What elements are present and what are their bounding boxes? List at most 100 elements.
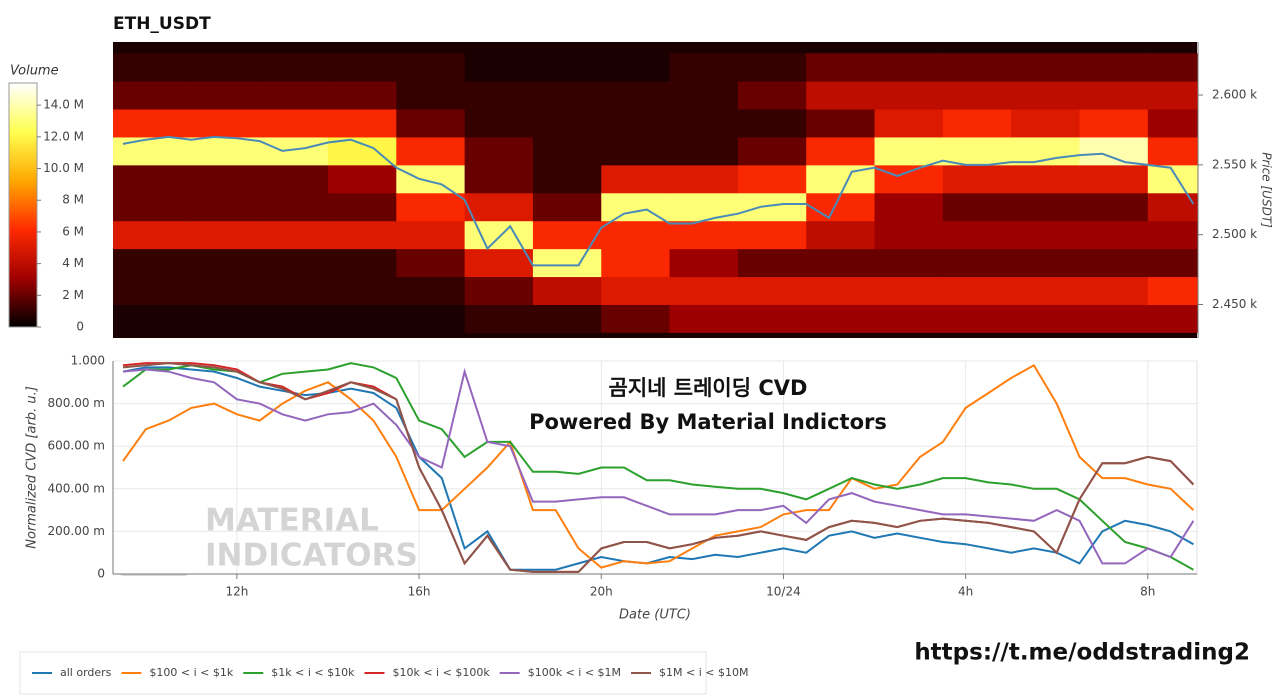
heat-cell: [113, 220, 192, 250]
colorbar-tick-label: 6 M: [62, 224, 84, 238]
colorbar-tick-label: 8 M: [62, 193, 84, 207]
heat-cell: [532, 53, 602, 82]
heat-cell: [669, 53, 739, 82]
heat-cell: [942, 164, 1012, 194]
heat-cell: [806, 220, 876, 250]
heat-cell: [396, 276, 466, 305]
x-tick-label: 12h: [225, 585, 248, 599]
heat-cell: [396, 109, 466, 138]
heat-cell: [191, 81, 261, 110]
heat-cell: [532, 109, 602, 138]
watermark-text: INDICATORS: [205, 538, 418, 574]
legend: all orders $100 < i < $1k $1k < i < $10k $1…: [19, 651, 748, 695]
heat-cell: [191, 164, 261, 194]
y-tick-label: 600.00 m: [48, 439, 106, 453]
series-line: [122, 366, 1194, 571]
heat-cell: [464, 53, 534, 82]
heat-cell: [464, 164, 534, 194]
heat-cell: [737, 164, 807, 194]
heat-cell: [532, 164, 602, 194]
heat-cell: [327, 53, 397, 82]
heat-cell: [396, 136, 466, 166]
heat-cell: [532, 248, 602, 278]
y-tick-label: 400.00 m: [48, 481, 106, 495]
heat-cell: [942, 304, 1012, 333]
heat-cell: [942, 136, 1012, 166]
heat-cell: [113, 164, 192, 194]
heat-cell: [113, 81, 192, 110]
heat-cell: [113, 304, 192, 333]
heat-cell: [601, 136, 671, 166]
heat-cell: [464, 192, 534, 222]
y-axis-label: Price [USDT]: [1260, 152, 1274, 228]
legend-label: $10k < i < $100k: [392, 666, 490, 679]
heat-cell: [191, 248, 261, 278]
heat-cell: [806, 304, 876, 333]
heat-cell: [396, 164, 466, 194]
heat-cell: [327, 248, 397, 278]
heat-cell: [191, 109, 261, 138]
x-tick-label: 4h: [958, 585, 973, 599]
watermark-text: MATERIAL: [205, 503, 379, 539]
colorbar: [8, 82, 38, 328]
y-tick-label: 200.00 m: [48, 524, 106, 538]
heat-cell: [532, 192, 602, 222]
y-tick-label: 2.600 k: [1212, 88, 1257, 102]
heat-cell: [1147, 248, 1198, 278]
heat-cell: [464, 276, 534, 305]
heat-cell: [737, 192, 807, 222]
heat-cell: [806, 81, 876, 110]
x-axis-label: Date (UTC): [619, 608, 691, 623]
heat-cell: [113, 276, 192, 305]
heat-cell: [737, 136, 807, 166]
heat-cell: [464, 81, 534, 110]
heat-cell: [532, 276, 602, 305]
heat-cell: [1011, 81, 1080, 110]
heat-cell: [396, 248, 466, 278]
legend-label: $100 < i < $1k: [149, 666, 233, 679]
y-tick-label: 800.00 m: [48, 396, 106, 410]
heat-cell: [1011, 276, 1080, 305]
heat-cell: [874, 276, 944, 305]
heat-cell: [396, 304, 466, 333]
heat-cell: [874, 136, 944, 166]
heat-cell: [669, 136, 739, 166]
heat-cell: [806, 136, 876, 166]
heat-cell: [1011, 164, 1080, 194]
heat-cell: [737, 220, 807, 250]
heat-cell: [1147, 276, 1198, 305]
heat-cell: [191, 136, 261, 166]
heat-cell: [669, 220, 739, 250]
heat-cell: [942, 192, 1012, 222]
heat-cell: [113, 53, 192, 82]
heat-cell: [113, 136, 192, 166]
heat-cell: [1011, 53, 1080, 82]
heat-cell: [464, 304, 534, 333]
heat-cell: [327, 192, 397, 222]
x-tick-label: 20h: [590, 585, 613, 599]
heat-cell: [601, 248, 671, 278]
heat-cell: [1079, 304, 1149, 333]
heat-cell: [396, 53, 466, 82]
heat-cell: [806, 53, 876, 82]
heat-cell: [737, 53, 807, 82]
heat-cell: [1011, 192, 1080, 222]
heat-cell: [1011, 109, 1080, 138]
legend-label: $1k < i < $10k: [271, 666, 355, 679]
heat-cell: [259, 220, 329, 250]
heat-cell: [874, 53, 944, 82]
heat-cell: [669, 248, 739, 278]
footer-link[interactable]: https://t.me/oddstrading2: [914, 640, 1250, 666]
colorbar-title: Volume: [10, 64, 59, 79]
heat-cell: [942, 53, 1012, 82]
heat-cell: [601, 220, 671, 250]
heat-cell: [259, 304, 329, 333]
heat-cell: [464, 109, 534, 138]
heat-cell: [737, 276, 807, 305]
colorbar-tick-label: 4 M: [62, 256, 84, 270]
heat-cell: [259, 164, 329, 194]
heat-cell: [1147, 81, 1198, 110]
series-line: [122, 363, 1195, 569]
heat-cell: [601, 81, 671, 110]
heat-cell: [942, 81, 1012, 110]
